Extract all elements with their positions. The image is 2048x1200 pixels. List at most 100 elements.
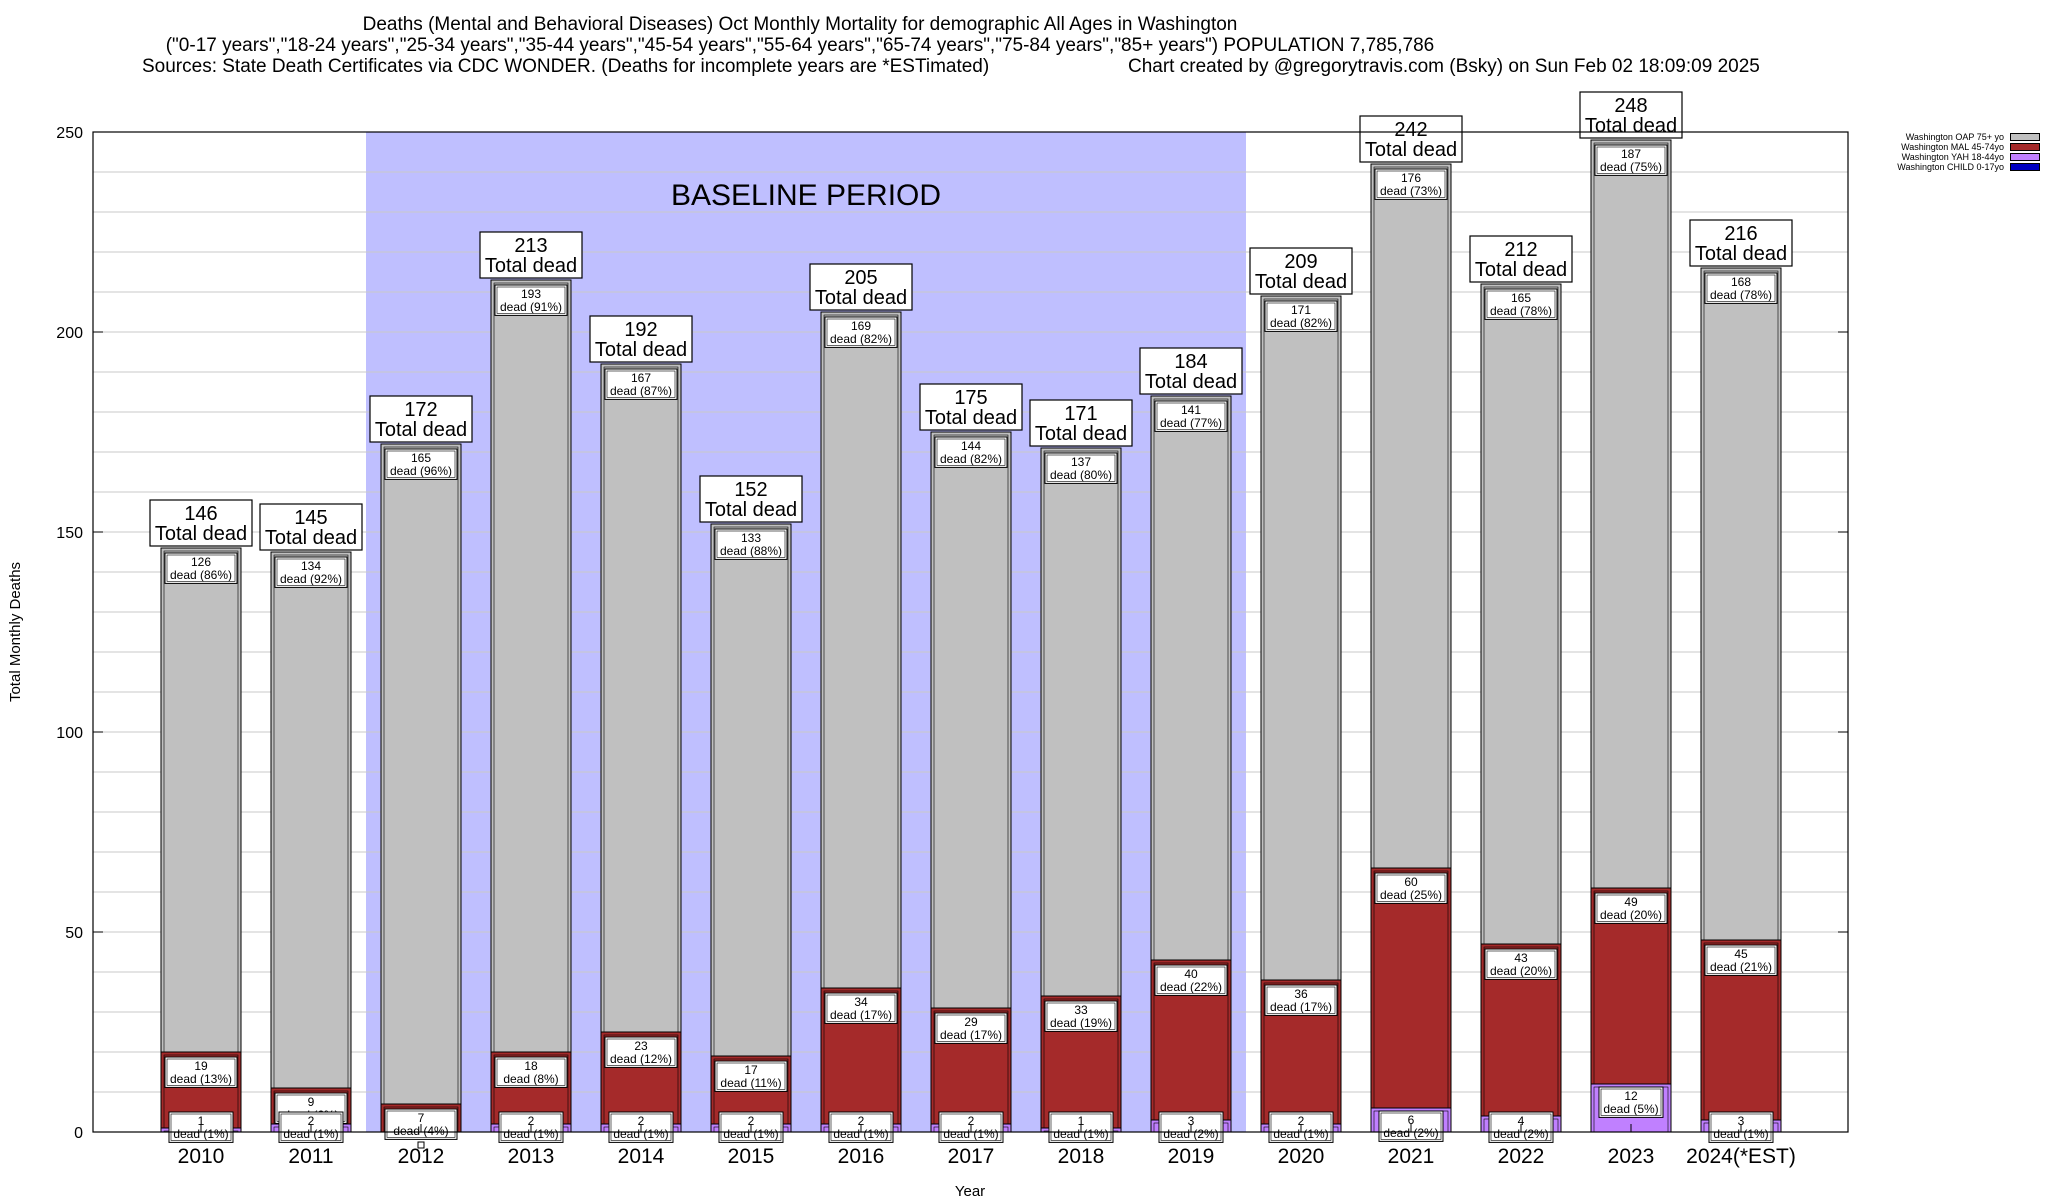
legend-item: Washington YAH 18-44yo	[1860, 152, 2040, 162]
total-value: 146	[184, 503, 217, 525]
yah-label-box-inner	[830, 1113, 892, 1141]
x-tick-label: 2022	[1498, 1145, 1545, 1168]
oap-label-box-inner	[826, 318, 896, 346]
yah-label-box-inner	[280, 1113, 342, 1141]
oap-label-box-inner	[166, 554, 236, 582]
oap-label-text: dead (86%)	[170, 568, 232, 582]
y-tick-label: 250	[56, 125, 83, 142]
oap-label-text: 141	[1181, 403, 1201, 417]
yah-label-text: 2	[1298, 1114, 1305, 1128]
yah-label-box-inner	[1160, 1113, 1222, 1141]
bar-segment-inner	[603, 366, 679, 1033]
bar-segment-inner	[163, 550, 239, 1053]
bar-segment	[490, 279, 572, 1053]
total-label-box	[1249, 247, 1353, 295]
x-tick-label: 2020	[1278, 1145, 1325, 1168]
x-tick-label: 2024(*EST)	[1686, 1145, 1796, 1168]
oap-label-box	[1264, 300, 1338, 332]
y-tick-label: 200	[56, 325, 83, 342]
yah-label-text: dead (1%)	[503, 1127, 558, 1141]
total-caption: Total dead	[155, 523, 247, 545]
mal-label-box-inner	[1266, 986, 1336, 1014]
mal-label-text: 18	[524, 1059, 538, 1073]
total-label-box	[1469, 235, 1573, 283]
bar-segment	[710, 523, 792, 1057]
chart-titles: Deaths (Mental and Behavioral Diseases) …	[0, 14, 1760, 77]
yah-label-box-inner	[1600, 1088, 1662, 1116]
mal-label-text: dead (22%)	[1160, 980, 1222, 994]
oap-label-box	[934, 436, 1008, 468]
yah-label-box	[1598, 1086, 1664, 1118]
mal-label-text: 9	[308, 1095, 315, 1109]
oap-label-box	[1154, 400, 1228, 432]
mal-label-box-inner	[936, 1014, 1006, 1042]
mal-label-text: dead (17%)	[830, 1008, 892, 1022]
oap-label-text: 165	[1511, 291, 1531, 305]
yah-label-text: dead (2%)	[1163, 1127, 1218, 1141]
bar-segment	[1150, 395, 1232, 961]
bar-segment-inner	[1703, 270, 1779, 941]
yah-label-text: 3	[1738, 1114, 1745, 1128]
total-value: 171	[1064, 403, 1097, 425]
x-tick-label: 2017	[948, 1145, 995, 1168]
bar-segment	[820, 311, 902, 989]
oap-label-box	[824, 316, 898, 348]
oap-label-text: dead (82%)	[940, 452, 1002, 466]
yah-label-text: dead (1%)	[833, 1127, 888, 1141]
total-value: 175	[954, 387, 987, 409]
oap-label-text: dead (80%)	[1050, 468, 1112, 482]
yah-label-text: 2	[968, 1114, 975, 1128]
total-value: 184	[1174, 351, 1207, 373]
mal-label-text: 7	[418, 1111, 425, 1125]
oap-label-box-inner	[606, 370, 676, 398]
total-label-box	[1029, 399, 1133, 447]
chart-title: Deaths (Mental and Behavioral Diseases) …	[362, 14, 1238, 35]
oap-label-box-inner	[1046, 454, 1116, 482]
mal-label-box	[1484, 948, 1558, 980]
yah-label-text: dead (5%)	[1603, 1102, 1658, 1116]
mal-label-text: dead (8%)	[503, 1072, 558, 1086]
oap-label-text: dead (75%)	[1600, 160, 1662, 174]
sources-row: Sources: State Death Certificates via CD…	[0, 56, 1760, 77]
mal-label-box-inner	[1376, 874, 1446, 902]
bar-segment-inner	[823, 314, 899, 989]
yah-label-text: 2	[308, 1114, 315, 1128]
total-value: 205	[844, 267, 877, 289]
total-caption: Total dead	[1035, 423, 1127, 445]
x-tick-label: 2014	[618, 1145, 665, 1168]
mal-label-box-inner	[1706, 946, 1776, 974]
total-label-box	[1579, 91, 1683, 139]
bar-segment	[380, 443, 462, 1105]
chart-subtitle: ("0-17 years","18-24 years","25-34 years…	[165, 35, 1435, 56]
mal-label-text: dead (21%)	[1710, 960, 1772, 974]
bar-segment	[1480, 283, 1562, 945]
yah-label-text: dead (1%)	[283, 1127, 338, 1141]
mal-label-text: dead (11%)	[720, 1076, 781, 1090]
oap-label-text: dead (96%)	[390, 464, 452, 478]
total-label-box	[149, 499, 253, 547]
total-value: 248	[1614, 95, 1647, 117]
bar-segment-inner	[1483, 286, 1559, 945]
oap-label-text: 133	[741, 531, 761, 545]
mal-label-box	[494, 1056, 568, 1088]
oap-label-box	[384, 448, 458, 480]
